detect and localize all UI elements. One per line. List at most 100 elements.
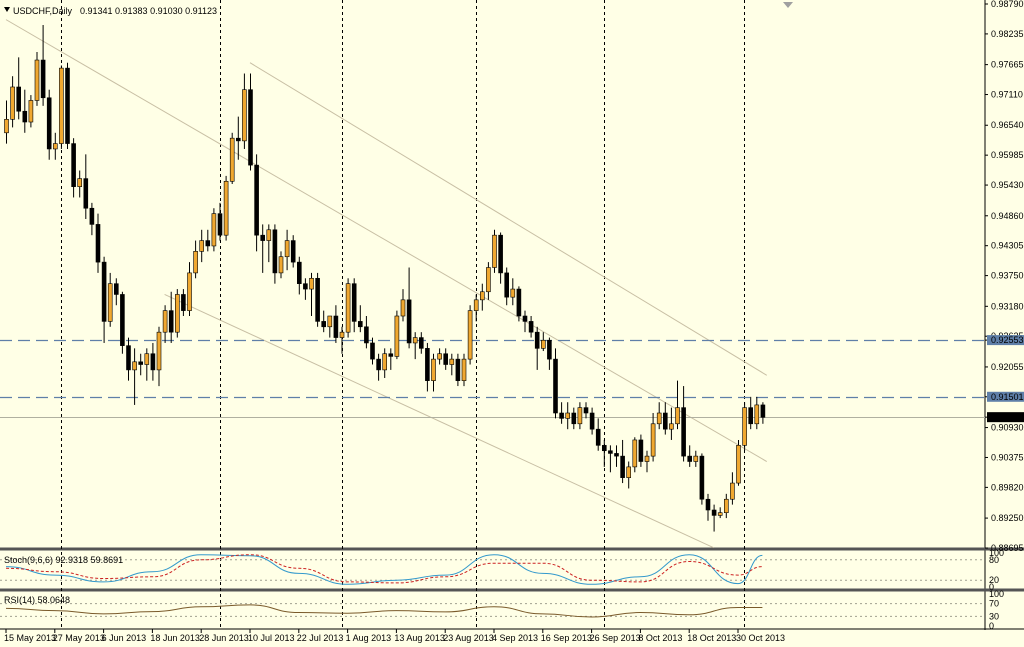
candle-body (272, 229, 278, 274)
candle (412, 332, 418, 360)
candle (370, 337, 375, 365)
candle-body (638, 439, 644, 462)
candle-body (40, 59, 46, 99)
candle-body (205, 240, 211, 247)
candle (656, 402, 662, 430)
candle (595, 418, 601, 451)
candle-body (138, 361, 143, 365)
candle (144, 348, 150, 381)
time-axis-label: 16 Sep 2013 (541, 633, 592, 643)
candle-body (315, 277, 320, 322)
candle (205, 229, 211, 252)
candle (699, 453, 705, 505)
stoch-main-line (5, 554, 763, 585)
candle-body (748, 407, 754, 425)
trendline (5, 19, 768, 462)
candle-body (431, 358, 436, 381)
shift-marker-icon[interactable] (783, 2, 793, 8)
candle-body (229, 137, 235, 182)
candle (614, 445, 619, 467)
candle (406, 267, 412, 349)
candle-body (437, 353, 442, 360)
candle-body (589, 412, 595, 430)
candle (266, 224, 272, 263)
price-axis-label: 0.93750 (991, 271, 1024, 281)
candle (83, 154, 89, 220)
candle (662, 402, 668, 435)
candle (455, 353, 461, 387)
candle-body (388, 353, 394, 357)
candle (223, 175, 229, 241)
candle (589, 407, 595, 435)
candle-body (473, 299, 479, 311)
candle (492, 229, 497, 273)
candle-body (296, 261, 302, 284)
candle-body (16, 86, 22, 112)
time-axis-label: 10 Jul 2013 (248, 633, 295, 643)
level-price-tag (987, 335, 1024, 346)
candle-body (4, 119, 9, 134)
time-axis-label: 6 Jun 2013 (102, 633, 147, 643)
candle (461, 353, 467, 387)
candle (394, 310, 400, 360)
price-axis-label: 0.98235 (991, 29, 1024, 39)
candle-body (614, 453, 619, 457)
candle-body (479, 291, 485, 301)
price-axis-label: 0.95985 (991, 150, 1024, 160)
candle-body (156, 331, 162, 371)
candle (303, 278, 308, 300)
candle (534, 326, 540, 370)
candle (449, 353, 455, 376)
candle-body (327, 315, 333, 328)
candle (236, 116, 241, 160)
candle-body (345, 283, 351, 333)
candle-body (644, 455, 650, 462)
time-axis-label: 15 May 2013 (4, 633, 56, 643)
stoch-axis-label: 100 (989, 548, 1004, 558)
candle-body (132, 361, 137, 371)
candle (59, 65, 64, 149)
candle (199, 229, 204, 263)
rsi-axis-label: 70 (989, 599, 999, 609)
candle (71, 138, 76, 198)
candle-body (95, 224, 101, 263)
candle-body (687, 455, 693, 462)
candle-body (467, 310, 473, 360)
candle (34, 51, 40, 106)
candle-body (46, 97, 52, 150)
candle (46, 89, 52, 160)
candle (644, 450, 650, 473)
candle (16, 57, 22, 120)
candle-body (333, 315, 339, 338)
candle-body (510, 288, 516, 298)
candle (559, 402, 564, 424)
candle-body (34, 59, 40, 101)
price-axis-label: 0.97665 (991, 60, 1024, 70)
candle (577, 402, 583, 430)
candle-body (339, 331, 345, 338)
candle-body (736, 445, 741, 484)
candle-body (559, 412, 564, 419)
menu-triangle-icon[interactable] (4, 7, 10, 12)
candle (626, 461, 632, 489)
price-axis-label: 0.96540 (991, 120, 1024, 130)
candle-body (705, 498, 711, 511)
candle-body (504, 272, 510, 298)
stoch-axis-label: 80 (989, 555, 999, 565)
candle-body (681, 407, 686, 457)
trendline (249, 62, 768, 376)
candle-body (717, 512, 723, 516)
candle-body (77, 178, 82, 187)
time-axis-label: 18 Jun 2013 (150, 633, 200, 643)
candle-body (28, 100, 34, 123)
candle-body (290, 240, 296, 263)
candle (132, 348, 137, 405)
candle-body (669, 423, 674, 430)
candle (278, 251, 284, 279)
candle-body (516, 288, 522, 317)
candle-body (364, 326, 369, 344)
candle (229, 132, 235, 184)
candle-body (71, 143, 76, 187)
